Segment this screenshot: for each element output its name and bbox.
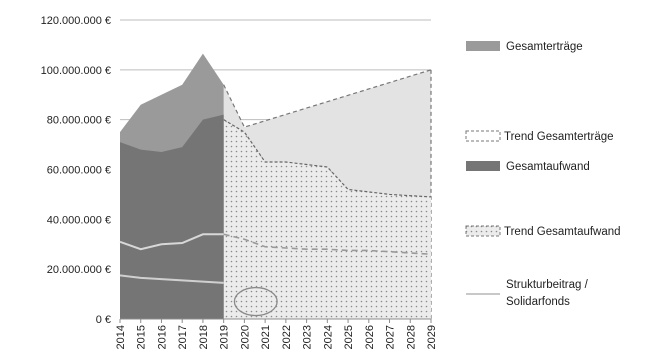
x-tick-label: 2020 xyxy=(239,325,251,349)
legend-swatch xyxy=(466,41,500,51)
y-tick-label: 100.000.000 € xyxy=(41,65,111,77)
legend-swatch xyxy=(465,130,501,142)
legend-label: Gesamtaufwand xyxy=(506,161,590,173)
x-tick-label: 2016 xyxy=(156,325,168,349)
y-tick-label: 20.000.000 € xyxy=(47,264,111,276)
x-tick-label: 2018 xyxy=(198,325,210,349)
area-gesamtaufwand xyxy=(120,114,224,319)
legend-label: Gesamterträge xyxy=(506,41,583,53)
line-strukturbeitrag-trend xyxy=(223,233,432,256)
x-tick-label: 2017 xyxy=(177,325,189,349)
legend-label: Trend Gesamtaufwand xyxy=(504,226,621,238)
outline-trend-gesamtertraege xyxy=(223,69,432,128)
annotation-ellipse xyxy=(233,286,278,317)
x-tick-label: 2027 xyxy=(385,325,397,349)
y-tick-label: 40.000.000 € xyxy=(47,214,111,226)
y-tick-label: 0 € xyxy=(96,314,111,326)
legend-swatch xyxy=(466,161,500,171)
legend-label: Solidarfonds xyxy=(506,296,570,308)
legend: Gesamterträge Trend Gesamterträge Gesamtau… xyxy=(465,41,621,308)
x-tick-label: 2029 xyxy=(426,325,438,349)
legend-label: Trend Gesamterträge xyxy=(504,131,614,143)
legend-label: Strukturbeitrag / xyxy=(506,279,589,291)
legend-swatch xyxy=(465,225,501,237)
x-tick-label: 2021 xyxy=(260,325,272,349)
y-tick-label: 120.000.000 € xyxy=(41,15,111,27)
x-tick-label: 2024 xyxy=(322,325,334,349)
x-tick-label: 2022 xyxy=(281,325,293,349)
axes: 0 € 20.000.000 € 40.000.000 € 60.000.000 € 8… xyxy=(41,15,438,349)
plot-lines xyxy=(119,233,432,317)
y-tick-label: 80.000.000 € xyxy=(47,115,111,127)
x-tick-label: 2025 xyxy=(343,325,355,349)
x-tick-label: 2026 xyxy=(364,325,376,349)
plot-areas xyxy=(120,53,432,320)
outline-trend-gesamtaufwand xyxy=(223,119,432,198)
line-lower xyxy=(119,274,224,284)
x-tick-label: 2019 xyxy=(219,325,231,349)
line-strukturbeitrag xyxy=(119,233,224,251)
x-tick-label: 2014 xyxy=(115,325,127,349)
area-trend-gesamtaufwand xyxy=(223,119,431,320)
x-tick-label: 2015 xyxy=(136,325,148,349)
x-tick-label: 2028 xyxy=(405,325,417,349)
y-tick-label: 60.000.000 € xyxy=(47,165,111,177)
x-tick-label: 2023 xyxy=(302,325,314,349)
